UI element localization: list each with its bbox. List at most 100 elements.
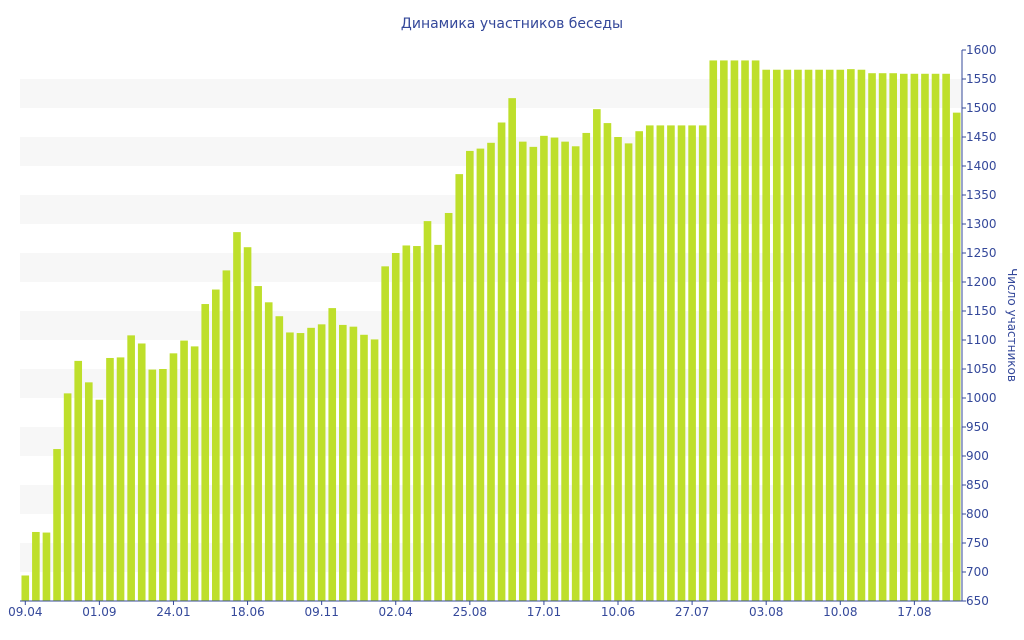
bar <box>148 369 157 601</box>
bar <box>540 135 548 601</box>
x-tick-label: 03.08 <box>749 605 783 619</box>
bar <box>571 146 580 601</box>
bar <box>63 393 72 601</box>
y-tick-label: 1250 <box>966 246 997 260</box>
bar <box>741 60 749 601</box>
bar <box>720 60 728 601</box>
bar <box>211 289 220 601</box>
x-tick-label: 09.11 <box>304 605 338 619</box>
bar <box>137 343 146 601</box>
bar <box>159 369 167 601</box>
bar <box>497 122 506 601</box>
bar <box>508 98 516 601</box>
bar <box>106 357 114 601</box>
bar <box>868 73 876 601</box>
y-tick-label: 900 <box>966 449 989 463</box>
bar <box>391 253 400 601</box>
bar <box>84 382 93 601</box>
x-tick-label: 09.04 <box>8 605 42 619</box>
bar <box>645 125 654 602</box>
bar <box>42 532 51 601</box>
bar <box>74 360 83 601</box>
bar <box>561 141 569 601</box>
bar <box>730 60 739 601</box>
bar <box>127 335 135 601</box>
y-tick-label: 1350 <box>966 188 997 202</box>
x-tick-label: 25.08 <box>453 605 487 619</box>
bar <box>466 150 474 602</box>
y-axis: 650 700 750 800 850 900 950 1000 1050 1100 1150 120… <box>961 43 997 608</box>
bar <box>381 266 389 601</box>
bar <box>921 73 929 601</box>
y-tick-label: 650 <box>966 594 989 608</box>
x-tick-label: 27.07 <box>675 605 709 619</box>
y-tick-label: 1050 <box>966 362 997 376</box>
bar <box>804 69 813 602</box>
y-tick-label: 1500 <box>966 101 997 115</box>
x-tick-label: 17.08 <box>897 605 931 619</box>
bar <box>857 69 866 602</box>
bar <box>413 246 421 602</box>
bar <box>815 69 823 602</box>
bar <box>53 449 61 601</box>
bar <box>952 112 961 601</box>
bar <box>444 212 453 602</box>
bar <box>529 146 538 602</box>
x-tick-label: 10.08 <box>823 605 857 619</box>
x-tick-label: 01.09 <box>82 605 116 619</box>
y-tick-label: 1400 <box>966 159 997 173</box>
bar <box>603 123 612 601</box>
bar <box>317 324 326 601</box>
bar <box>476 148 485 601</box>
bar <box>847 69 855 601</box>
bar <box>709 60 718 601</box>
bar <box>487 142 495 602</box>
y-tick-label: 1100 <box>966 333 997 347</box>
y-tick-label: 1550 <box>966 72 997 86</box>
x-tick-label: 10.06 <box>601 605 635 619</box>
bar <box>243 247 252 601</box>
y-tick-label: 750 <box>966 536 989 550</box>
bar <box>201 304 210 601</box>
bar <box>169 353 178 601</box>
y-tick-label: 950 <box>966 420 989 434</box>
bar <box>931 73 940 601</box>
bar <box>190 346 199 601</box>
x-tick-label: 24.01 <box>156 605 190 619</box>
y-tick-label: 1150 <box>966 304 997 318</box>
bar <box>360 334 368 601</box>
bars <box>21 60 961 602</box>
bar <box>825 69 834 602</box>
bar <box>667 125 675 602</box>
bar <box>275 316 284 601</box>
bar <box>698 125 707 602</box>
bar <box>370 339 379 601</box>
bar <box>794 69 802 602</box>
x-tick-label: 17.01 <box>527 605 561 619</box>
bar <box>21 575 30 601</box>
y-tick-label: 1000 <box>966 391 997 405</box>
y-tick-label: 1600 <box>966 43 997 57</box>
bar <box>878 73 887 601</box>
y-axis-title: Число участников <box>1005 268 1019 382</box>
y-tick-label: 1200 <box>966 275 997 289</box>
y-tick-label: 1300 <box>966 217 997 231</box>
bar <box>264 302 273 601</box>
bar <box>222 270 231 601</box>
bar <box>688 125 696 602</box>
x-tick-label: 02.04 <box>379 605 413 619</box>
chart-title: Динамика участников беседы <box>401 16 623 32</box>
bar <box>286 332 294 601</box>
bar <box>910 73 919 601</box>
bar <box>328 308 337 601</box>
y-tick-label: 850 <box>966 478 989 492</box>
bar <box>296 333 305 601</box>
bar <box>783 69 792 602</box>
y-tick-label: 700 <box>966 565 989 579</box>
bar <box>32 531 40 601</box>
bar <box>635 131 643 601</box>
bar <box>836 69 845 602</box>
x-tick-label: 18.06 <box>230 605 264 619</box>
bar <box>942 73 950 601</box>
